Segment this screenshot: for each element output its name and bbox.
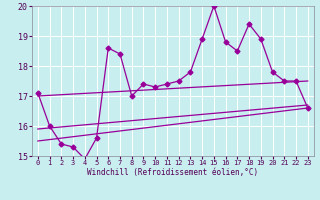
X-axis label: Windchill (Refroidissement éolien,°C): Windchill (Refroidissement éolien,°C) (87, 168, 258, 177)
